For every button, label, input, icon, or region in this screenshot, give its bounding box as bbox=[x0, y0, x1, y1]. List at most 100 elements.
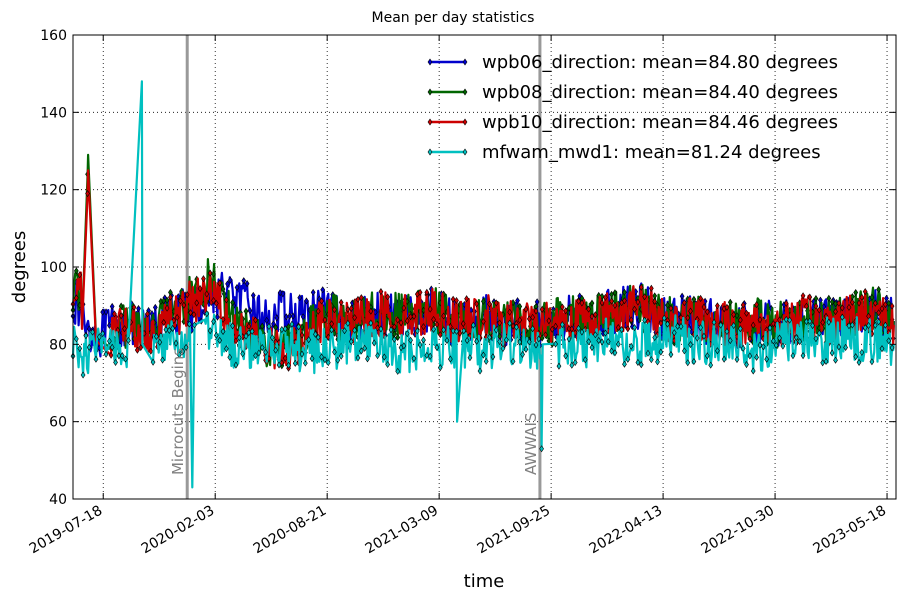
legend-label-wpb06_direction: wpb06_direction: mean=84.80 degrees bbox=[482, 52, 838, 73]
legend-label-wpb08_direction: wpb08_direction: mean=84.40 degrees bbox=[482, 82, 838, 103]
data-point bbox=[718, 321, 724, 329]
data-point bbox=[332, 348, 337, 356]
data-point bbox=[862, 324, 868, 332]
data-point bbox=[244, 280, 250, 288]
data-point bbox=[441, 326, 446, 334]
data-point bbox=[883, 321, 888, 329]
data-point bbox=[760, 343, 766, 351]
data-point bbox=[108, 351, 114, 359]
data-point bbox=[417, 288, 423, 296]
data-point bbox=[807, 293, 813, 301]
data-point bbox=[345, 319, 351, 327]
data-point bbox=[839, 313, 845, 321]
data-point bbox=[109, 343, 115, 351]
data-point bbox=[740, 301, 746, 309]
data-point bbox=[250, 291, 256, 299]
data-point bbox=[236, 334, 242, 342]
data-point bbox=[826, 318, 832, 326]
data-point bbox=[286, 361, 291, 369]
y-tick-label: 140 bbox=[40, 105, 67, 121]
data-point bbox=[682, 347, 687, 355]
data-point bbox=[299, 331, 305, 339]
data-point bbox=[103, 350, 109, 358]
data-point bbox=[224, 296, 229, 304]
data-point bbox=[886, 337, 892, 345]
data-point bbox=[754, 301, 759, 309]
data-point bbox=[754, 353, 759, 361]
data-point bbox=[813, 302, 819, 310]
data-point bbox=[648, 356, 654, 364]
data-point bbox=[160, 356, 165, 364]
data-point bbox=[296, 323, 301, 331]
legend-marker bbox=[427, 88, 433, 96]
data-point bbox=[392, 323, 397, 331]
data-point bbox=[757, 316, 763, 324]
data-point bbox=[572, 358, 578, 367]
data-point bbox=[747, 352, 753, 360]
data-point bbox=[170, 324, 176, 332]
data-point bbox=[566, 335, 572, 343]
data-point bbox=[846, 303, 852, 311]
data-point bbox=[234, 283, 240, 292]
data-point bbox=[211, 296, 216, 305]
legend-marker bbox=[462, 88, 468, 96]
data-point bbox=[227, 353, 233, 361]
data-point bbox=[184, 291, 190, 299]
data-point bbox=[820, 318, 826, 326]
data-point bbox=[421, 323, 426, 331]
data-point bbox=[116, 352, 122, 360]
data-point bbox=[721, 355, 727, 363]
data-point bbox=[148, 347, 154, 355]
data-point bbox=[665, 301, 670, 309]
data-point bbox=[856, 299, 862, 307]
data-point bbox=[414, 327, 420, 335]
data-point bbox=[523, 345, 529, 353]
data-point bbox=[355, 295, 361, 303]
data-point bbox=[259, 322, 265, 330]
data-point bbox=[385, 360, 391, 369]
data-point bbox=[187, 320, 192, 328]
data-point bbox=[708, 361, 714, 369]
data-point bbox=[652, 333, 658, 342]
data-point bbox=[849, 321, 855, 329]
data-point bbox=[168, 293, 173, 301]
data-point bbox=[833, 356, 838, 364]
data-point bbox=[282, 325, 288, 333]
data-point bbox=[269, 334, 275, 342]
data-point bbox=[515, 297, 520, 305]
data-point bbox=[642, 293, 647, 301]
data-point bbox=[711, 318, 717, 326]
data-point bbox=[171, 316, 177, 324]
data-point bbox=[431, 325, 436, 333]
data-point bbox=[635, 358, 641, 366]
data-point bbox=[876, 285, 882, 293]
data-point bbox=[161, 318, 167, 326]
data-point bbox=[286, 323, 291, 331]
data-point bbox=[152, 303, 158, 311]
data-point bbox=[510, 322, 516, 330]
data-point bbox=[612, 289, 618, 297]
data-point bbox=[113, 358, 118, 366]
data-point bbox=[658, 348, 664, 356]
x-tick-label: 2019-07-18 bbox=[27, 503, 105, 558]
data-point bbox=[517, 338, 523, 346]
data-point bbox=[661, 314, 667, 322]
data-point bbox=[625, 325, 631, 333]
data-point bbox=[122, 325, 127, 333]
data-point bbox=[603, 293, 608, 301]
data-point bbox=[213, 331, 219, 339]
data-point bbox=[481, 317, 486, 326]
data-point bbox=[325, 333, 331, 341]
data-point bbox=[395, 367, 401, 375]
data-point bbox=[368, 319, 374, 327]
data-point bbox=[715, 347, 720, 355]
data-point bbox=[576, 324, 581, 332]
data-point bbox=[539, 305, 545, 313]
data-point bbox=[287, 312, 293, 320]
data-point bbox=[553, 322, 558, 330]
data-point bbox=[731, 311, 736, 319]
legend-label-wpb10_direction: wpb10_direction: mean=84.46 degrees bbox=[482, 112, 838, 133]
data-point bbox=[85, 189, 90, 198]
y-tick-label: 80 bbox=[49, 337, 67, 353]
data-point bbox=[804, 317, 809, 326]
